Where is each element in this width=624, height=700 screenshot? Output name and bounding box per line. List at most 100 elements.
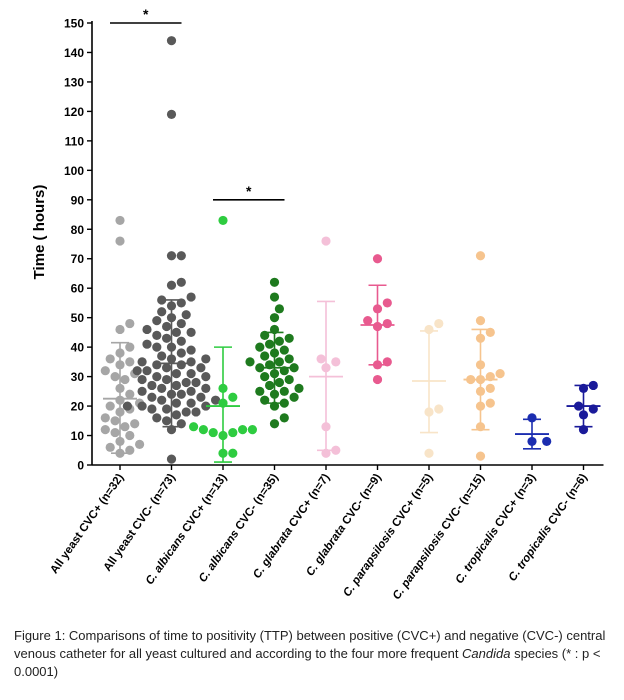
y-tick-label: 140 <box>64 46 84 60</box>
data-point <box>274 336 284 346</box>
data-point <box>110 372 120 382</box>
group-3 <box>189 215 257 463</box>
data-point <box>289 363 299 373</box>
significance-star: * <box>246 183 252 199</box>
data-point <box>424 448 434 458</box>
x-tick-label-species: C. tropicalis <box>453 525 501 586</box>
data-point <box>382 318 392 329</box>
data-point <box>171 398 181 408</box>
data-point <box>279 398 289 408</box>
data-point <box>269 419 280 429</box>
data-point <box>542 436 552 447</box>
data-point <box>186 369 196 379</box>
data-point <box>137 374 147 385</box>
data-point <box>201 354 211 364</box>
data-point <box>228 427 238 438</box>
data-point <box>294 383 304 393</box>
data-point <box>588 380 598 391</box>
data-point <box>274 304 284 314</box>
data-point <box>269 277 280 287</box>
x-tick-label-group: CVC+ (n=5) <box>388 472 435 532</box>
data-point <box>137 357 147 367</box>
x-tick-label-group: CVC- (n=15) <box>438 472 487 535</box>
data-point <box>152 372 162 382</box>
data-point <box>186 327 196 337</box>
y-tick-label: 20 <box>71 400 85 414</box>
data-point <box>166 36 177 46</box>
data-point <box>198 425 208 435</box>
data-point <box>247 425 257 435</box>
y-tick-label: 110 <box>65 134 85 148</box>
data-point <box>189 422 199 432</box>
data-point <box>152 342 162 352</box>
group-9 <box>515 413 552 450</box>
data-point <box>125 342 135 352</box>
data-point <box>125 357 135 367</box>
data-point <box>162 321 172 332</box>
x-tick-label-species: C. tropicalis <box>507 523 555 584</box>
data-point <box>372 254 383 264</box>
data-point <box>331 445 341 455</box>
data-point <box>135 439 145 449</box>
data-point <box>130 419 140 429</box>
x-axis: All yeast CVC+ (n=32)All yeast CVC- (n=7… <box>48 464 604 602</box>
y-tick-label: 120 <box>64 105 84 119</box>
data-point <box>152 330 162 340</box>
data-point <box>191 377 201 388</box>
data-point <box>255 386 265 396</box>
y-axis-label: Time ( hours) <box>31 185 48 280</box>
data-point <box>208 427 218 438</box>
data-point <box>115 236 125 246</box>
data-point <box>181 407 191 417</box>
data-point <box>166 109 177 119</box>
data-point <box>171 369 181 379</box>
data-point <box>162 374 172 385</box>
data-point <box>279 345 289 355</box>
data-point <box>176 251 186 261</box>
x-tick-label: C. parapsilosis CVC+ (n=5) <box>341 472 435 599</box>
y-axis: 0 10 20 30 40 50 60 70 80 90 100 110 120 130 140 150 <box>64 17 93 473</box>
y-tick-label: 0 <box>77 459 84 473</box>
data-point <box>331 357 341 367</box>
group-4 <box>245 277 304 429</box>
data-point <box>316 354 326 364</box>
x-tick-label-species: C. albicans <box>144 530 189 587</box>
x-tick-label-species: C. albicans <box>197 528 242 585</box>
data-point <box>147 380 157 391</box>
data-point <box>162 363 172 373</box>
data-point <box>152 413 162 423</box>
data-point <box>157 307 167 317</box>
data-point <box>162 404 172 414</box>
x-tick-label-group: CVC+ (n=13) <box>179 472 230 538</box>
data-point <box>186 345 196 355</box>
data-point <box>279 413 289 423</box>
data-groups <box>100 36 601 464</box>
data-point <box>260 372 270 382</box>
data-point <box>100 366 110 376</box>
data-point <box>105 442 115 452</box>
data-point <box>201 401 211 411</box>
data-point <box>105 401 115 411</box>
data-point <box>201 383 211 393</box>
data-point <box>274 377 284 388</box>
data-point <box>211 395 221 405</box>
y-tick-label: 30 <box>71 370 85 384</box>
data-point <box>181 377 191 388</box>
data-point <box>176 348 186 358</box>
data-point <box>284 333 294 343</box>
data-point <box>162 333 172 343</box>
data-point <box>115 215 125 226</box>
data-point <box>100 413 110 423</box>
data-point <box>120 422 130 432</box>
data-point <box>171 327 181 337</box>
data-point <box>191 407 201 417</box>
data-point <box>186 292 196 302</box>
data-point <box>166 454 177 464</box>
data-point <box>495 369 505 379</box>
y-tick-label: 90 <box>71 193 85 207</box>
x-tick-label-group: CVC+ (n=3) <box>491 472 538 532</box>
data-point <box>142 366 152 376</box>
caption-italic-genus: Candida <box>462 646 511 661</box>
data-point <box>186 357 196 367</box>
data-point <box>162 416 172 426</box>
